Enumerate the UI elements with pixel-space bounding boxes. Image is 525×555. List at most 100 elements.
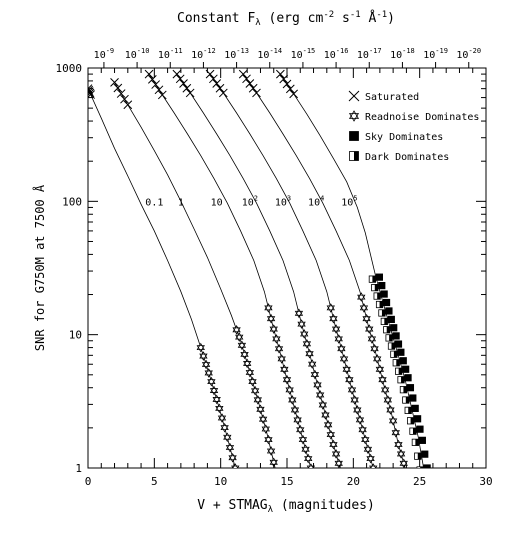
sky-marker [387, 315, 395, 324]
readnoise-marker [363, 444, 373, 452]
saturated-marker [88, 87, 93, 94]
saturated-marker [245, 79, 255, 88]
readnoise-marker [339, 354, 349, 362]
readnoise-marker [305, 351, 314, 359]
readnoise-marker [388, 418, 398, 426]
readnoise-marker [339, 356, 349, 364]
sky-marker [380, 290, 388, 298]
readnoise-marker [373, 356, 382, 364]
readnoise-marker [329, 316, 338, 324]
readnoise-marker [323, 422, 333, 430]
sky-marker [406, 384, 415, 392]
readnoise-marker [313, 382, 322, 390]
readnoise-marker [293, 417, 302, 425]
readnoise-marker [228, 455, 237, 463]
dark-marker-fill [393, 351, 398, 358]
curve-label: 104 [308, 194, 324, 208]
snr-curve [176, 73, 341, 468]
x-tick-label: 10 [214, 475, 227, 488]
dark-marker-fill [405, 396, 410, 404]
saturated-marker [205, 69, 215, 79]
readnoise-marker [297, 321, 306, 329]
saturated-marker [88, 84, 93, 90]
readnoise-marker [326, 305, 335, 313]
legend-label: Saturated [365, 92, 419, 103]
y-axis-label: SNR for G750M at 7500 Å [32, 184, 47, 351]
x-axis-label: V + STMAGλ (magnitudes) [197, 498, 375, 515]
readnoise-marker [269, 457, 278, 465]
x-tick-label: 25 [413, 475, 426, 488]
dark-marker-fill [401, 376, 405, 383]
readnoise-marker [305, 348, 314, 357]
readnoise-marker [301, 444, 310, 452]
readnoise-marker [362, 313, 371, 322]
sky-marker [399, 357, 407, 365]
readnoise-marker [350, 397, 359, 405]
readnoise-marker [266, 313, 276, 322]
readnoise-marker [321, 410, 330, 418]
readnoise-marker [380, 387, 390, 395]
saturated-marker [289, 89, 298, 99]
readnoise-marker [386, 405, 395, 413]
saturated-marker [276, 69, 285, 79]
saturated-marker [110, 78, 119, 87]
top-tick-label: 10-18 [390, 47, 415, 61]
readnoise-marker [215, 403, 224, 411]
readnoise-marker [302, 339, 312, 347]
readnoise-marker [253, 397, 262, 405]
readnoise-marker [272, 334, 281, 342]
readnoise-marker [212, 394, 221, 402]
readnoise-marker [217, 413, 227, 421]
readnoise-marker [362, 316, 371, 324]
saturated-marker [154, 85, 164, 95]
x-tick-label: 5 [151, 475, 158, 488]
readnoise-marker [300, 331, 309, 339]
readnoise-marker [308, 361, 317, 369]
readnoise-marker [358, 424, 367, 433]
readnoise-marker [334, 460, 343, 468]
readnoise-marker [294, 308, 304, 316]
readnoise-marker [285, 385, 294, 393]
readnoise-marker [306, 465, 316, 468]
saturated-marker [88, 85, 94, 92]
readnoise-marker [326, 303, 335, 311]
readnoise-marker [300, 329, 309, 337]
readnoise-marker [329, 313, 338, 322]
saturated-marker [116, 89, 126, 98]
readnoise-marker [199, 351, 208, 359]
dark-marker-fill [372, 275, 376, 283]
legend: Saturated Readnoise Dominates Sky Dominate… [348, 90, 479, 163]
readnoise-marker [250, 385, 260, 394]
readnoise-marker [277, 356, 286, 364]
readnoise-marker [280, 366, 289, 375]
sky-marker [404, 374, 412, 382]
readnoise-marker [367, 334, 377, 342]
readnoise-marker [293, 415, 302, 423]
dark-marker-fill [417, 452, 421, 460]
readnoise-marker [355, 417, 365, 425]
x-tick-label: 30 [479, 475, 492, 488]
curve-label: 103 [275, 194, 291, 208]
readnoise-marker [290, 407, 300, 415]
readnoise-marker [256, 406, 265, 415]
saturated-marker [151, 80, 161, 89]
sky-marker [385, 307, 393, 315]
curve-labels: 0.1 1 10 102 103 104 105 [145, 194, 357, 208]
top-tick-label: 10-12 [191, 47, 216, 61]
readnoise-marker [296, 424, 305, 433]
readnoise-marker [269, 324, 278, 332]
readnoise-marker [357, 292, 366, 300]
curve-label: 102 [242, 194, 258, 208]
top-tick-label: 10-16 [324, 47, 349, 61]
readnoise-marker [240, 351, 249, 360]
readnoise-marker [266, 316, 276, 324]
readnoise-marker [225, 445, 235, 453]
readnoise-marker [302, 341, 312, 349]
readnoise-marker [357, 294, 366, 302]
legend-item-saturated: Saturated [348, 90, 419, 103]
readnoise-marker [363, 446, 373, 455]
readnoise-marker [274, 346, 284, 354]
readnoise-marker [248, 379, 257, 387]
readnoise-marker [264, 305, 273, 313]
